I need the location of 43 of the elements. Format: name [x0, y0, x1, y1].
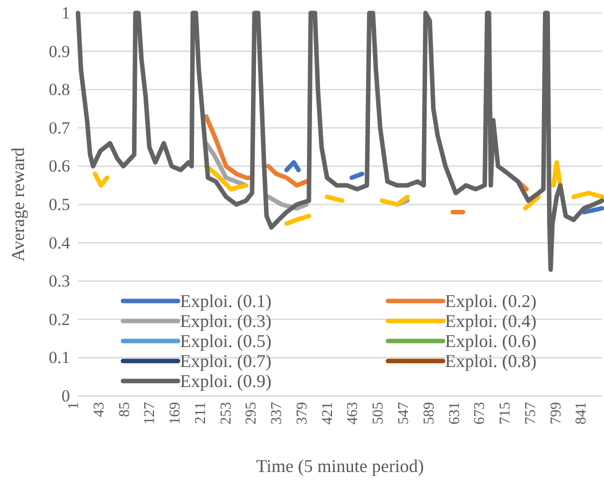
x-tick-label: 169: [168, 402, 184, 424]
y-tick-label: 0.8: [48, 80, 70, 100]
y-tick-label: 0.1: [48, 348, 70, 368]
x-tick-label: 715: [498, 402, 514, 424]
x-tick-label: 337: [269, 402, 286, 424]
x-tick-label: 757: [522, 402, 539, 424]
y-tick-label: 0.6: [48, 156, 70, 176]
x-tick-label: 463: [345, 402, 362, 424]
x-axis-title: Time (5 minute period): [256, 456, 424, 476]
x-tick-label: 379: [294, 402, 310, 424]
y-tick-label: 0.4: [48, 233, 70, 252]
legend-label: Exploi. (0.8): [445, 351, 536, 371]
x-tick-label: 253: [218, 402, 234, 424]
legend-label: Exploi. (0.6): [445, 331, 536, 351]
x-tick-label: 211: [192, 402, 209, 424]
x-tick-label: 85: [116, 402, 133, 417]
x-tick-label: 505: [370, 402, 387, 424]
x-tick-label: 43: [91, 402, 108, 417]
x-tick-label: 673: [472, 402, 488, 424]
y-tick-label: 0.7: [48, 118, 70, 138]
legend-label: Exploi. (0.1): [180, 291, 272, 311]
legend-label: Exploi. (0.9): [180, 371, 272, 391]
x-tick-label: 589: [421, 402, 438, 424]
legend-label: Exploi. (0.2): [445, 291, 536, 311]
line-series: [76, 10, 604, 272]
y-tick-label: 0: [62, 386, 70, 406]
y-axis-title: Average reward: [8, 147, 28, 262]
x-tick-label: 631: [446, 402, 463, 424]
x-tick-label: 421: [320, 402, 336, 424]
legend-label: Exploi. (0.7): [180, 351, 272, 371]
x-tick-label: 841: [574, 402, 590, 424]
y-tick-label: 0.5: [48, 194, 70, 214]
y-tick-label: 0.9: [48, 42, 70, 61]
y-tick-label: 0.2: [48, 310, 70, 329]
legend-label: Exploi. (0.3): [180, 311, 272, 331]
y-tick-label: 0.3: [48, 272, 70, 291]
x-tick-label: 127: [142, 402, 158, 424]
x-tick-label: 547: [396, 402, 412, 424]
legend-label: Exploi. (0.4): [445, 311, 536, 331]
x-tick-label: 799: [548, 402, 564, 424]
x-tick-label: 295: [244, 402, 260, 424]
legend-label: Exploi. (0.5): [180, 331, 272, 351]
y-tick-label: 1: [62, 3, 70, 22]
